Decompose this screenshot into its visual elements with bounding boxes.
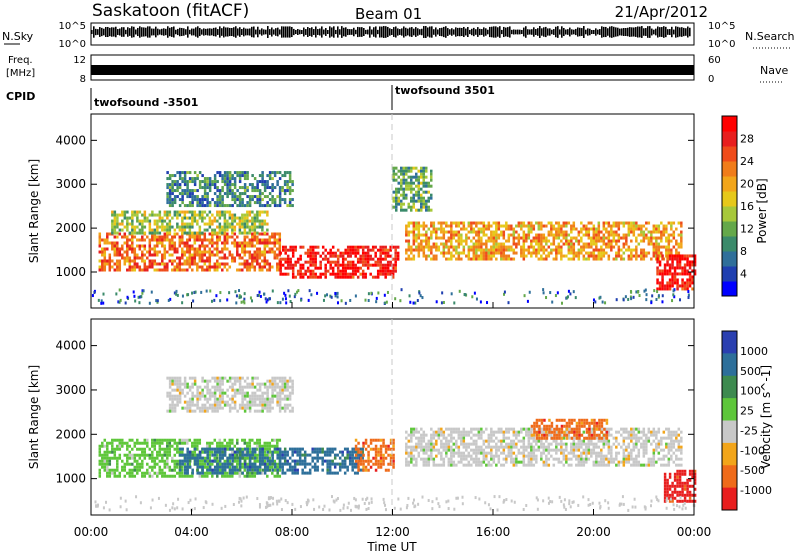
- freq-label-line1: Freq.: [8, 55, 33, 66]
- colorbar-segment: [722, 236, 737, 252]
- power-panel: 1000 2000 3000 4000 Slant Range [km] 4 8 12 16…: [27, 113, 769, 309]
- colorbar-segment: [722, 331, 737, 354]
- noise-left-tick-bottom: 10^0: [59, 39, 86, 50]
- frequency-trace: [91, 65, 694, 75]
- colorbar-segment: [722, 465, 737, 489]
- velocity-ylabel: Slant Range [km]: [27, 365, 41, 469]
- noise-left-tick-top: 10^5: [59, 21, 86, 32]
- colorbar-tick-label: 28: [740, 133, 754, 146]
- y-tick-label: 3000: [55, 383, 86, 397]
- power-ylabel: Slant Range [km]: [27, 159, 41, 263]
- freq-right-tick-top: 60: [708, 55, 721, 66]
- velocity-panel: 1000 2000 3000 4000 Slant Range [km] 1000 50…: [27, 318, 773, 516]
- y-tick-label: 2000: [55, 427, 86, 441]
- noise-panel: N.Sky 10^5 10^0 10^5 10^0 N.Search: [2, 21, 795, 50]
- date-title: 21/Apr/2012: [615, 3, 708, 21]
- velocity-colorbar-label: Velocity [m s^-1]: [759, 365, 773, 469]
- colorbar-segment: [722, 161, 737, 177]
- y-tick-label: 3000: [55, 177, 86, 191]
- freq-left-tick-top: 12: [73, 55, 86, 66]
- velocity-data: [94, 376, 697, 512]
- colorbar-segment: [722, 442, 737, 466]
- x-axis: 00:00 04:00 08:00 12:00 16:00 20:00 00:00: [74, 302, 712, 539]
- colorbar-segment: [722, 206, 737, 222]
- cpid-label: CPID: [6, 90, 35, 103]
- colorbar-segment: [722, 116, 737, 132]
- colorbar-segment: [722, 487, 737, 511]
- colorbar-segment: [722, 266, 737, 282]
- colorbar-segment: [722, 251, 737, 267]
- colorbar-tick-label: 8: [740, 245, 747, 258]
- x-axis-label: Time UT: [366, 540, 417, 554]
- cpid-program-2: twofsound 3501: [395, 84, 495, 97]
- station-title: Saskatoon (fitACF): [92, 1, 249, 21]
- beam-title: Beam 01: [355, 5, 422, 23]
- power-data: [91, 166, 697, 305]
- velocity-colorbar: 1000 500 100 25 -25 -100 -500 -1000: [721, 330, 772, 511]
- x-tick-label: 08:00: [275, 525, 310, 539]
- y-tick-label: 4000: [55, 133, 86, 147]
- noise-right-tick-top: 10^5: [708, 21, 735, 32]
- power-colorbar: 4 8 12 16 20 24 28: [721, 115, 754, 297]
- colorbar-tick-label: 500: [740, 365, 761, 378]
- colorbar-tick-label: 100: [740, 385, 761, 398]
- colorbar-tick-label: 1000: [740, 345, 768, 358]
- cpid-program-1: twofsound -3501: [94, 96, 198, 109]
- colorbar-segment: [722, 176, 737, 192]
- colorbar-segment: [722, 420, 737, 444]
- colorbar-segment: [722, 191, 737, 207]
- power-colorbar-label: Power [dB]: [755, 178, 769, 243]
- colorbar-segment: [722, 146, 737, 162]
- colorbar-segment: [722, 398, 737, 421]
- x-tick-label: 16:00: [476, 525, 511, 539]
- colorbar-segment: [722, 131, 737, 147]
- colorbar-segment: [722, 281, 737, 297]
- colorbar-tick-label: 4: [740, 268, 747, 281]
- noise-right-tick-bottom: 10^0: [708, 39, 735, 50]
- colorbar-tick-label: -25: [740, 424, 758, 437]
- noise-trace: [91, 26, 691, 38]
- frequency-panel: Freq. [MHz] 12 8 60 0 Nave: [6, 54, 788, 85]
- colorbar-tick-label: -100: [740, 444, 765, 457]
- x-tick-label: 00:00: [677, 525, 712, 539]
- y-tick-label: 4000: [55, 339, 86, 353]
- x-tick-label: 00:00: [74, 525, 109, 539]
- y-tick-label: 1000: [55, 265, 86, 279]
- freq-right-tick-bottom: 0: [708, 74, 714, 85]
- colorbar-tick-label: 12: [740, 223, 754, 236]
- colorbar-segment: [722, 353, 737, 377]
- freq-label-line2: [MHz]: [6, 68, 35, 79]
- colorbar-tick-label: -500: [740, 464, 765, 477]
- colorbar-tick-label: 25: [740, 405, 754, 418]
- y-tick-label: 1000: [55, 472, 86, 486]
- colorbar-segment: [722, 221, 737, 237]
- colorbar-tick-label: -1000: [740, 484, 772, 497]
- x-tick-label: 04:00: [174, 525, 209, 539]
- colorbar-tick-label: 24: [740, 155, 754, 168]
- cpid-panel: CPID twofsound -3501 twofsound 3501: [6, 84, 495, 110]
- x-tick-label: 20:00: [576, 525, 611, 539]
- y-tick-label: 2000: [55, 221, 86, 235]
- colorbar-segment: [722, 375, 737, 399]
- noise-sky-label: N.Sky: [2, 30, 34, 43]
- x-tick-label: 12:00: [375, 525, 410, 539]
- colorbar-tick-label: 20: [740, 178, 754, 191]
- colorbar-tick-label: 16: [740, 200, 754, 213]
- freq-left-tick-bottom: 8: [80, 74, 86, 85]
- noise-search-label: N.Search: [745, 30, 795, 43]
- nave-label: Nave: [760, 64, 788, 77]
